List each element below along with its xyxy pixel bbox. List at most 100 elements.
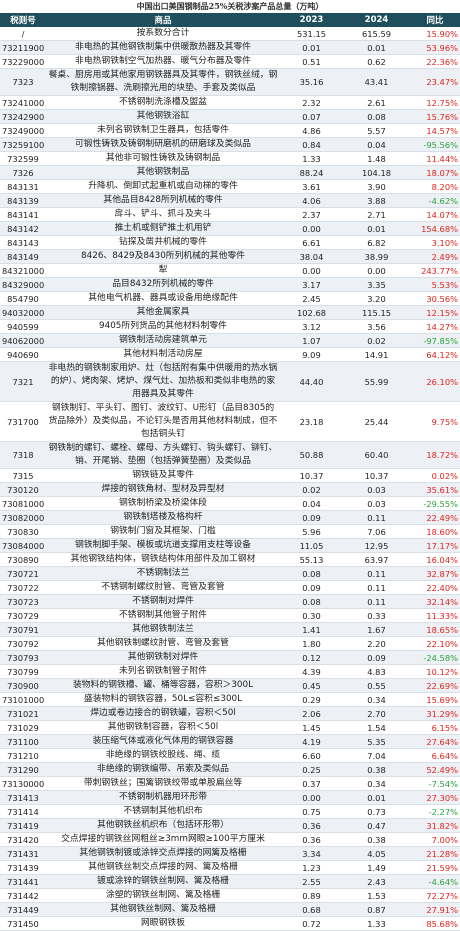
value-2023: 0.08: [280, 566, 343, 581]
product: 不锈钢制其他机织布: [46, 804, 280, 819]
row: 730722 不锈钢制螺纹肘管、弯管及套管 0.09 0.11 22.40%: [0, 580, 460, 595]
code: 731442: [0, 888, 46, 903]
product: 不锈钢制对焊件: [46, 594, 280, 609]
product: 未列名钢铁制卫生器具，包括零件: [46, 123, 280, 138]
value-2024: 60.40: [343, 441, 410, 469]
code: 843131: [0, 179, 46, 194]
product: 推土机或侧铲推土机用铲: [46, 221, 280, 236]
value-2023: 0.02: [280, 482, 343, 497]
code: /: [0, 27, 46, 41]
code: 731441: [0, 874, 46, 889]
value-2024: 3.88: [343, 193, 410, 208]
yoy: 52.49%: [410, 762, 460, 777]
yoy: 32.87%: [410, 566, 460, 581]
row: 731420 交点焊接的钢铁丝网粗丝≥3mm网眼≥100平方厘米 0.36 0.38 7…: [0, 832, 460, 847]
code: 73242900: [0, 109, 46, 124]
row: 73241000 不锈钢制洗涤槽及盥盆 2.32 2.61 12.75%: [0, 95, 460, 110]
row: 73130000 带刺钢铁丝；围篱钢铁绞带或单股扁丝等 0.37 0.34 -7.54%: [0, 776, 460, 791]
value-2024: 2.43: [343, 874, 410, 889]
row: 730900 装物料的钢铁槽、罐、桶等容器，容积＞300L 0.45 0.55 22.6…: [0, 678, 460, 693]
code: 73084000: [0, 538, 46, 553]
value-2024: 1.53: [343, 888, 410, 903]
code: 843139: [0, 193, 46, 208]
product: 盛装物料的钢铁容器，50L≤容积≤300L: [46, 692, 280, 707]
value-2024: 0.04: [343, 137, 410, 152]
product: 升降机、倒卸式起重机或自动梯的零件: [46, 179, 280, 194]
code: 730900: [0, 678, 46, 693]
value-2023: 44.40: [280, 361, 343, 402]
value-2023: 0.68: [280, 902, 343, 917]
value-2023: 1.41: [280, 622, 343, 637]
header-row: 税则号 商品 2023 2024 同比: [0, 13, 460, 27]
product: 钢铁制钉、平头钉、图钉、波纹钉、U形钉（品目8305的货品除外）及类似品，不论钉…: [46, 401, 280, 442]
product: 其他钢铁制螺纹肘管、弯管及套管: [46, 636, 280, 651]
product: 其他钢铁制容器，容积＜50l: [46, 720, 280, 735]
code: 730830: [0, 524, 46, 539]
value-2023: 4.86: [280, 123, 343, 138]
product: 餐桌、厨房用或其他家用钢铁器具及其零件，钢铁丝绒，钢铁制擦锅器、洗刷擦光用的块垫…: [46, 68, 280, 96]
value-2024: 3.90: [343, 179, 410, 194]
value-2023: 2.55: [280, 874, 343, 889]
value-2023: 2.06: [280, 706, 343, 721]
value-2024: 0.34: [343, 692, 410, 707]
row: 940599 9405所列货品的其他材料制零件 3.12 3.56 14.27%: [0, 319, 460, 334]
row: 730830 钢铁制门窗及其框架、门槛 5.96 7.06 18.60%: [0, 524, 460, 539]
value-2023: 9.09: [280, 347, 343, 362]
product: 不锈钢制其他管子附件: [46, 608, 280, 623]
row: 7315 钢铁链及其零件 10.37 10.37 0.02%: [0, 468, 460, 483]
row: 731419 其他钢铁丝机织布（包括环形带） 0.36 0.47 31.82%: [0, 818, 460, 833]
value-2023: 1.07: [280, 333, 343, 348]
product: 不锈钢制螺纹肘管、弯管及套管: [46, 580, 280, 595]
value-2024: 14.91: [343, 347, 410, 362]
product: 按系数分合计: [46, 27, 280, 41]
header-cell: 税则号: [0, 13, 46, 27]
code: 73101000: [0, 692, 46, 707]
yoy: 14.57%: [410, 123, 460, 138]
product: 钢铁制的螺钉、螺栓、螺母、方头螺钉、钩头螺钉、铆钉、销、开尾销、垫圈（包括弹簧垫…: [46, 441, 280, 469]
value-2024: 0.11: [343, 594, 410, 609]
yoy: 11.33%: [410, 608, 460, 623]
value-2023: 6.61: [280, 235, 343, 250]
product: 9405所列货品的其他材料制零件: [46, 319, 280, 334]
yoy: 11.44%: [410, 151, 460, 166]
row: 843131 升降机、倒卸式起重机或自动梯的零件 3.61 3.90 8.20%: [0, 179, 460, 194]
value-2023: 5.96: [280, 524, 343, 539]
product: 其他电气机器、器具或设备用绝缘配件: [46, 291, 280, 306]
value-2023: 3.17: [280, 277, 343, 292]
value-2024: 0.09: [343, 650, 410, 665]
yoy: -29.55%: [410, 496, 460, 511]
header-cell: 商品: [46, 13, 280, 27]
code: 73241000: [0, 95, 46, 110]
value-2023: 0.72: [280, 916, 343, 931]
yoy: -95.56%: [410, 137, 460, 152]
product: 镀或涂锌的钢铁丝制网、篱及格栅: [46, 874, 280, 889]
yoy: 14.07%: [410, 207, 460, 222]
value-2024: 115.15: [343, 305, 410, 320]
value-2024: 3.35: [343, 277, 410, 292]
product: 涂塑的钢铁丝制网、篱及格栅: [46, 888, 280, 903]
code: 731449: [0, 902, 46, 917]
yoy: 154.68%: [410, 221, 460, 236]
product: 其他钢铁制镀或涂锌交点焊接的网篱及格栅: [46, 846, 280, 861]
value-2024: 55.99: [343, 361, 410, 402]
value-2024: 0.62: [343, 54, 410, 69]
yoy: 16.04%: [410, 552, 460, 567]
row: 732599 其他非可锻性铸铁及铸钢制品 1.33 1.48 11.44%: [0, 151, 460, 166]
yoy: 15.90%: [410, 27, 460, 41]
row: 730791 其他钢铁制法兰 1.41 1.67 18.65%: [0, 622, 460, 637]
value-2024: 2.70: [343, 706, 410, 721]
header-cell: 2024: [343, 13, 410, 27]
code: 730793: [0, 650, 46, 665]
product: 其他钢铁制品: [46, 165, 280, 180]
value-2024: 38.99: [343, 249, 410, 264]
value-2023: 38.04: [280, 249, 343, 264]
value-2024: 7.04: [343, 748, 410, 763]
row: 94062000 钢铁制活动房建筑单元 1.07 0.02 -97.85%: [0, 333, 460, 348]
value-2023: 55.13: [280, 552, 343, 567]
row: 730799 未列名钢铁制管子附件 4.39 4.83 10.12%: [0, 664, 460, 679]
row: 730793 其他钢铁制对焊件 0.12 0.09 -24.58%: [0, 650, 460, 665]
code: 730723: [0, 594, 46, 609]
yoy: -4.64%: [410, 874, 460, 889]
code: 731419: [0, 818, 46, 833]
product: 非电热的其他钢铁制集中供暖散热器及其零件: [46, 40, 280, 55]
